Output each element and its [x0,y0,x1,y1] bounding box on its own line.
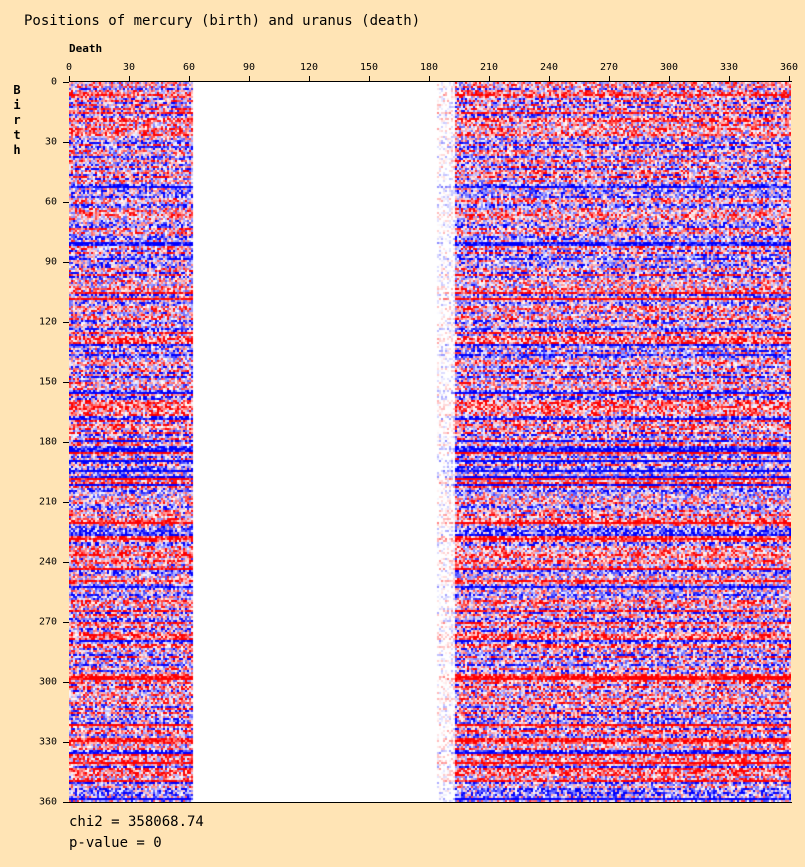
x-tick-mark [189,76,190,81]
x-tick-mark [309,76,310,81]
x-tick-mark [129,76,130,81]
y-tick-label: 150 [38,376,57,388]
y-tick-mark [63,562,69,563]
x-tick-mark [429,76,430,81]
x-tick-label: 240 [539,62,559,73]
x-tick-label: 330 [719,62,739,73]
x-tick-label: 30 [122,62,136,73]
x-tick-label: 120 [299,62,319,73]
y-tick-mark [63,82,69,83]
y-tick-label: 360 [38,796,57,808]
x-tick-mark [729,76,730,81]
x-tick-label: 180 [419,62,439,73]
x-tick-mark [609,76,610,81]
y-tick-mark [63,682,69,683]
y-tick-mark [63,142,69,143]
y-tick-label: 30 [44,136,57,148]
x-tick-mark [69,76,70,81]
y-tick-label: 0 [50,76,57,88]
x-tick-mark [489,76,490,81]
x-tick-mark [369,76,370,81]
y-tick-label: 180 [38,436,57,448]
y-tick-mark [63,502,69,503]
y-axis-label: Birth [13,83,21,157]
x-tick-label: 270 [599,62,619,73]
y-tick-label: 300 [38,676,57,688]
y-tick-mark [63,262,69,263]
x-axis-line [69,81,792,82]
y-tick-mark [63,322,69,323]
y-tick-mark [63,742,69,743]
y-tick-label: 240 [38,556,57,568]
heatmap-cells [69,82,791,802]
x-tick-label: 0 [65,62,73,73]
x-tick-label: 60 [182,62,196,73]
y-tick-label: 90 [44,256,57,268]
y-tick-label: 210 [38,496,57,508]
x-tick-label: 360 [779,62,799,73]
x-tick-label: 90 [242,62,256,73]
chart-title: Positions of mercury (birth) and uranus … [24,13,421,29]
y-tick-mark [63,382,69,383]
x-axis-label: Death [69,42,103,55]
x-tick-mark [549,76,550,81]
x-tick-label: 210 [479,62,499,73]
x-tick-mark [789,76,790,81]
y-tick-mark [63,622,69,623]
chi2-stat: chi2 = 358068.74 [69,814,204,830]
x-tick-mark [249,76,250,81]
y-tick-mark [63,202,69,203]
x-tick-label: 150 [359,62,379,73]
x-tick-label: 300 [659,62,679,73]
y-tick-mark [63,442,69,443]
heatmap-plot-area [69,82,791,802]
y-tick-label: 60 [44,196,57,208]
p-value-stat: p-value = 0 [69,835,162,851]
y-tick-label: 120 [38,316,57,328]
y-tick-label: 270 [38,616,57,628]
y-tick-mark [63,802,69,803]
bottom-axis-line [69,802,792,803]
x-tick-mark [669,76,670,81]
y-tick-label: 330 [38,736,57,748]
